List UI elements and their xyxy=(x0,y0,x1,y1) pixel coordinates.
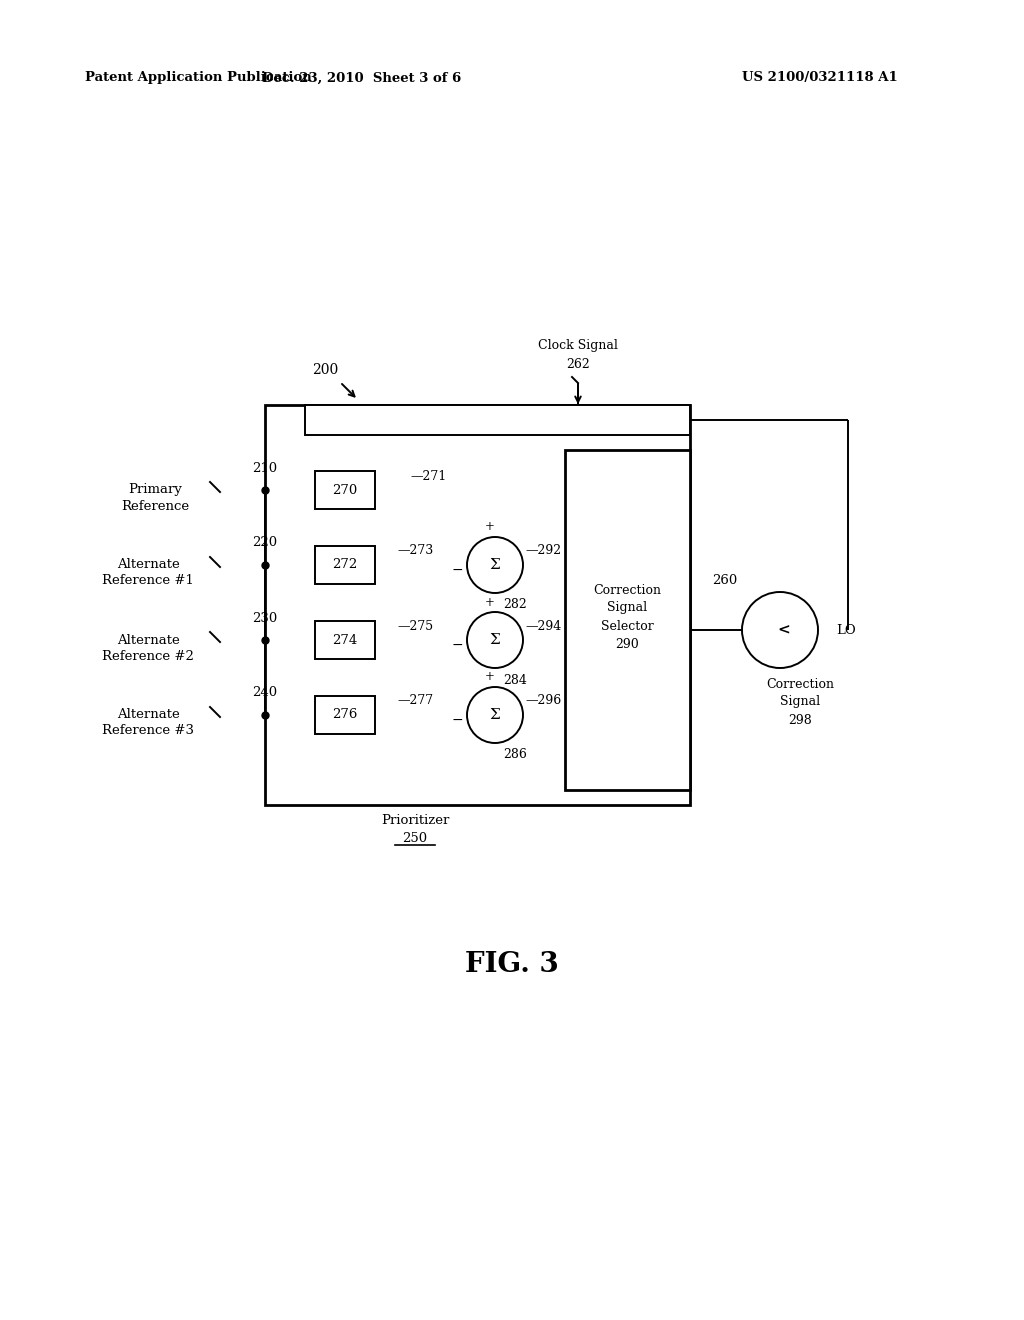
Text: +: + xyxy=(485,671,495,684)
Text: —271: —271 xyxy=(410,470,446,483)
Text: Σ: Σ xyxy=(489,708,501,722)
Bar xyxy=(305,405,690,436)
Text: 260: 260 xyxy=(713,573,737,586)
Text: Reference #3: Reference #3 xyxy=(102,725,194,738)
Text: —294: —294 xyxy=(526,619,562,632)
Text: 272: 272 xyxy=(333,558,357,572)
Text: Reference #1: Reference #1 xyxy=(102,574,194,587)
Text: LO: LO xyxy=(836,623,856,636)
Text: Alternate: Alternate xyxy=(117,558,179,572)
Text: 290: 290 xyxy=(615,638,639,651)
Bar xyxy=(315,696,375,734)
Text: Patent Application Publication: Patent Application Publication xyxy=(85,71,311,84)
Text: 220: 220 xyxy=(253,536,278,549)
Text: 210: 210 xyxy=(253,462,278,474)
Text: 284: 284 xyxy=(503,673,527,686)
Text: Alternate: Alternate xyxy=(117,709,179,722)
Text: 250: 250 xyxy=(402,832,428,845)
Bar xyxy=(315,620,375,659)
Text: US 2100/0321118 A1: US 2100/0321118 A1 xyxy=(742,71,898,84)
Text: 200: 200 xyxy=(312,363,338,378)
Text: FIG. 3: FIG. 3 xyxy=(465,952,559,978)
Bar xyxy=(315,471,375,510)
Text: 276: 276 xyxy=(333,709,357,722)
Bar xyxy=(315,546,375,583)
Text: Correction: Correction xyxy=(766,678,834,692)
Text: 274: 274 xyxy=(333,634,357,647)
Text: 270: 270 xyxy=(333,483,357,496)
Bar xyxy=(565,450,690,789)
Text: 240: 240 xyxy=(253,686,278,700)
Text: +: + xyxy=(485,520,495,533)
Text: —292: —292 xyxy=(526,544,562,557)
Text: Clock Signal: Clock Signal xyxy=(538,338,617,351)
Text: +: + xyxy=(485,595,495,609)
Text: Primary: Primary xyxy=(128,483,182,496)
Text: —296: —296 xyxy=(526,694,562,708)
Bar xyxy=(265,405,690,805)
Text: Signal: Signal xyxy=(780,696,820,709)
Text: Correction: Correction xyxy=(594,583,662,597)
Text: −: − xyxy=(452,713,463,727)
Text: —275: —275 xyxy=(398,619,434,632)
Text: Reference #2: Reference #2 xyxy=(102,649,194,663)
Text: Σ: Σ xyxy=(489,634,501,647)
Text: Prioritizer: Prioritizer xyxy=(381,813,450,826)
Text: 298: 298 xyxy=(788,714,812,726)
Text: Dec. 23, 2010  Sheet 3 of 6: Dec. 23, 2010 Sheet 3 of 6 xyxy=(262,71,462,84)
Text: Signal: Signal xyxy=(607,602,647,615)
Text: 230: 230 xyxy=(252,611,278,624)
Text: Selector: Selector xyxy=(601,619,654,632)
Text: 286: 286 xyxy=(503,748,527,762)
Text: —277: —277 xyxy=(398,694,434,708)
Text: Reference: Reference xyxy=(121,499,189,512)
Text: <: < xyxy=(777,623,791,638)
Text: 282: 282 xyxy=(503,598,527,611)
Text: —273: —273 xyxy=(398,544,434,557)
Text: −: − xyxy=(452,564,463,577)
Text: −: − xyxy=(452,638,463,652)
Text: 262: 262 xyxy=(566,359,590,371)
Text: Alternate: Alternate xyxy=(117,634,179,647)
Text: Σ: Σ xyxy=(489,558,501,572)
